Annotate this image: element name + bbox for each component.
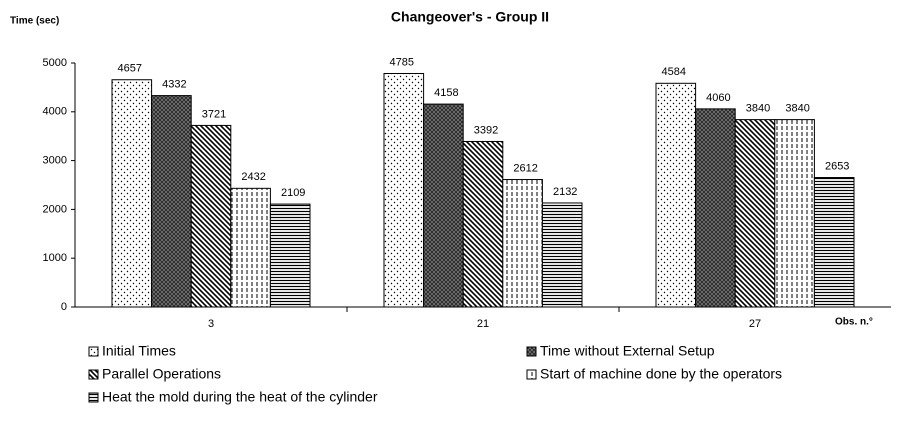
y-tick-label: 1000 [43,252,67,264]
legend-swatch [88,369,99,380]
bar [734,119,776,308]
bar [111,79,153,308]
value-label: 2432 [241,171,265,183]
bar [423,103,464,308]
legend-swatch [526,346,537,357]
legend-swatch [88,346,99,357]
bar [383,72,425,308]
legend-label: Heat the mold during the heat of the cyl… [102,389,378,405]
value-label: 4158 [434,87,458,99]
bar [813,177,855,308]
value-label: 3840 [746,103,770,115]
bar [269,203,311,308]
y-tick-label: 0 [61,301,67,313]
value-label: 4332 [162,79,186,91]
value-label: 2653 [825,160,849,172]
value-label: 4657 [118,63,142,75]
value-label: 4785 [390,56,414,68]
y-axis-label: Time (sec) [10,16,59,27]
bar [151,95,192,308]
bar [541,202,583,308]
bar [774,119,815,308]
legend-label: Parallel Operations [102,366,221,382]
x-axis-label: Obs. n.° [835,317,873,328]
bar [502,179,543,308]
value-label: 3721 [202,108,226,120]
legend-swatch [88,392,99,403]
legend-label: Time without External Setup [540,343,715,359]
bar [655,82,697,308]
bar [462,140,504,308]
value-label: 4584 [662,66,686,78]
y-tick-label: 2000 [43,203,67,215]
value-label: 2612 [513,162,537,174]
x-tick-label: 21 [477,318,489,330]
value-label: 2132 [553,186,577,198]
value-label: 4060 [706,92,730,104]
x-tick-label: 3 [208,318,214,330]
chart-title: Changeover's - Group II [391,9,549,25]
x-tick-label: 27 [749,318,761,330]
bar [695,108,736,308]
value-label: 2109 [281,187,305,199]
bar [190,124,232,308]
bar [230,187,271,308]
y-tick-label: 4000 [43,106,67,118]
value-label: 3392 [474,124,498,136]
legend-swatch [526,369,537,380]
legend-label: Start of machine done by the operators [540,366,782,382]
y-tick-label: 3000 [43,155,67,167]
y-tick-label: 5000 [43,57,67,69]
value-label: 3840 [785,103,809,115]
legend-label: Initial Times [102,343,176,359]
